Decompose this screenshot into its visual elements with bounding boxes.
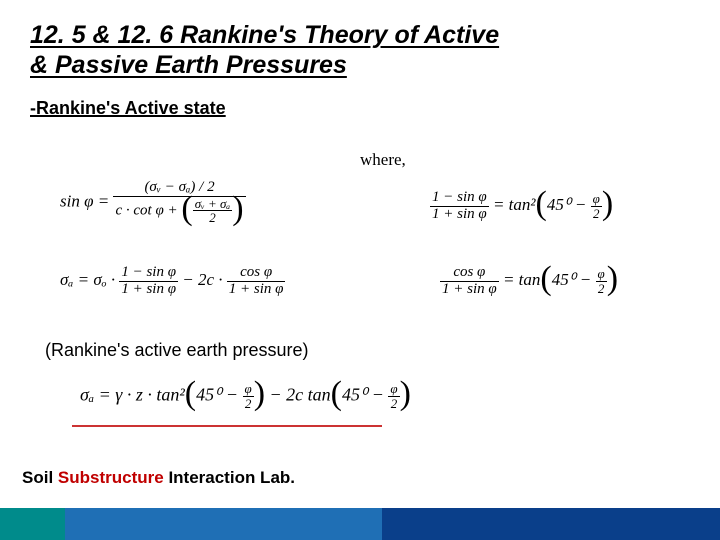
caption: (Rankine's active earth pressure) [45, 340, 309, 361]
numerator: (σᵥ − σₐ) / 2 [113, 180, 245, 196]
fraction-1: 1 − sin φ 1 + sin φ [119, 265, 178, 298]
equation-sigma-a: σₐ = σₒ · 1 − sin φ 1 + sin φ − 2c · cos… [60, 265, 285, 298]
bar-segment-2 [65, 508, 382, 540]
equation-final: σₐ = γ · z · tan²(45⁰ − φ 2 ) − 2c tan(4… [80, 382, 411, 410]
fraction: cos φ 1 + sin φ [440, 265, 499, 298]
angle-fraction: φ 2 [596, 267, 607, 295]
footer-part-2: Substructure [58, 468, 169, 487]
title-line-1: 12. 5 & 12. 6 Rankine's Theory of Active [30, 21, 499, 49]
fraction: 1 − sin φ 1 + sin φ [430, 190, 489, 223]
equation-identity-tan: cos φ 1 + sin φ = tan(45⁰ − φ 2 ) [440, 265, 618, 298]
equation-sin-phi: sin φ = (σᵥ − σₐ) / 2 c · cot φ + (σᵥ + … [60, 180, 246, 225]
eq-lhs: sin φ = [60, 191, 109, 210]
denominator: c · cot φ + (σᵥ + σₐ2) [113, 196, 245, 225]
footer-lab: Soil Substructure Interaction Lab. [22, 468, 295, 488]
equation-underline [72, 425, 382, 427]
angle-fraction-2: φ 2 [388, 382, 399, 410]
equation-identity-tan2: 1 − sin φ 1 + sin φ = tan²(45⁰ − φ 2 ) [430, 190, 613, 223]
footer-part-3: Interaction Lab. [168, 468, 295, 487]
subheading: -Rankine's Active state [30, 98, 690, 119]
slide: 12. 5 & 12. 6 Rankine's Theory of Active… [0, 0, 720, 540]
angle-fraction: φ 2 [591, 192, 602, 220]
title-line-2: & Passive Earth Pressures [30, 51, 347, 79]
bar-segment-3 [382, 508, 720, 540]
angle-fraction-1: φ 2 [243, 382, 254, 410]
slide-title: 12. 5 & 12. 6 Rankine's Theory of Active… [30, 20, 690, 80]
fraction: (σᵥ − σₐ) / 2 c · cot φ + (σᵥ + σₐ2) [113, 180, 245, 225]
bar-segment-1 [0, 508, 65, 540]
where-label: where, [360, 150, 406, 170]
footer-part-1: Soil [22, 468, 58, 487]
fraction-2: cos φ 1 + sin φ [227, 265, 286, 298]
eq-lhs: σₐ = σₒ · [60, 270, 115, 289]
bottom-bar [0, 508, 720, 540]
